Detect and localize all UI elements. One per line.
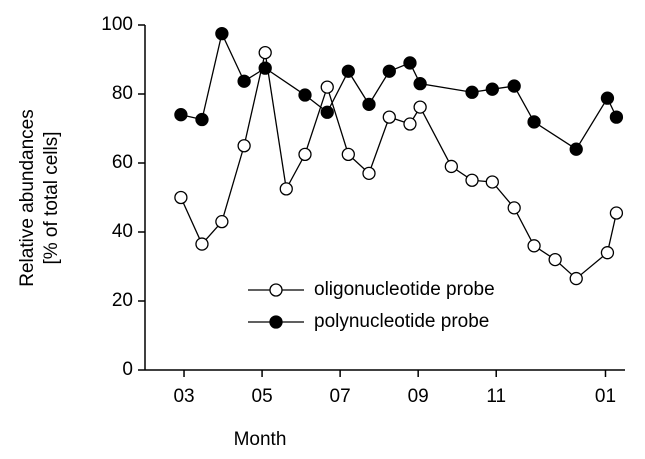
data-point [507, 201, 521, 215]
data-point [279, 182, 293, 196]
y-tick-label: 40 [112, 221, 133, 242]
data-point [413, 100, 427, 114]
data-point [195, 112, 209, 127]
x-tick-label: 03 [173, 386, 194, 407]
data-point [382, 64, 396, 78]
data-point [298, 147, 312, 162]
y-tick-label: 20 [112, 290, 133, 311]
y-tick-label: 0 [122, 359, 133, 380]
data-point [413, 77, 427, 91]
legend-marker [269, 283, 283, 297]
x-tick-label: 07 [330, 386, 351, 407]
data-point [298, 88, 312, 102]
y-tick-label: 80 [112, 83, 133, 104]
x-tick-label: 05 [252, 386, 273, 407]
data-point [600, 91, 615, 105]
x-tick-label: 09 [408, 386, 429, 407]
data-point [362, 97, 376, 111]
data-point [237, 139, 251, 153]
legend-label: polynucleotide probe [314, 311, 489, 332]
data-point [403, 117, 417, 131]
data-point [174, 190, 188, 205]
data-point [465, 173, 479, 187]
data-point [195, 237, 209, 251]
x-axis-label: Month [234, 429, 287, 450]
legend-marker [269, 315, 283, 329]
x-tick-label: 01 [595, 386, 616, 407]
data-point [485, 82, 499, 96]
y-tick-label: 60 [112, 152, 133, 173]
y-tick-label: 100 [101, 14, 133, 35]
data-point [527, 239, 541, 253]
data-point [362, 166, 376, 181]
data-point [382, 110, 396, 124]
series-line [180, 52, 618, 280]
data-point [569, 271, 583, 286]
data-point [215, 26, 229, 41]
data-point [444, 159, 458, 174]
data-point [403, 56, 417, 70]
data-point [527, 115, 541, 129]
data-point [609, 110, 624, 124]
data-point [174, 108, 188, 122]
data-point [215, 214, 229, 229]
data-point [258, 45, 272, 60]
data-point [609, 206, 624, 220]
data-point [600, 246, 615, 260]
data-point [341, 147, 355, 162]
data-point [258, 61, 272, 75]
data-point [341, 64, 355, 78]
data-point [485, 175, 499, 189]
y-axis-label: [% of total cells] [41, 131, 62, 264]
data-point [320, 105, 334, 119]
data-point [569, 142, 583, 156]
legend-label: oligonucleotide probe [314, 279, 495, 300]
series-line [180, 31, 618, 151]
data-point [237, 74, 251, 88]
data-point [465, 85, 479, 99]
data-point [320, 80, 334, 94]
y-axis-label: Relative abundances [17, 109, 38, 286]
data-point [548, 252, 562, 267]
data-point [507, 79, 521, 93]
x-tick-label: 11 [486, 386, 506, 407]
